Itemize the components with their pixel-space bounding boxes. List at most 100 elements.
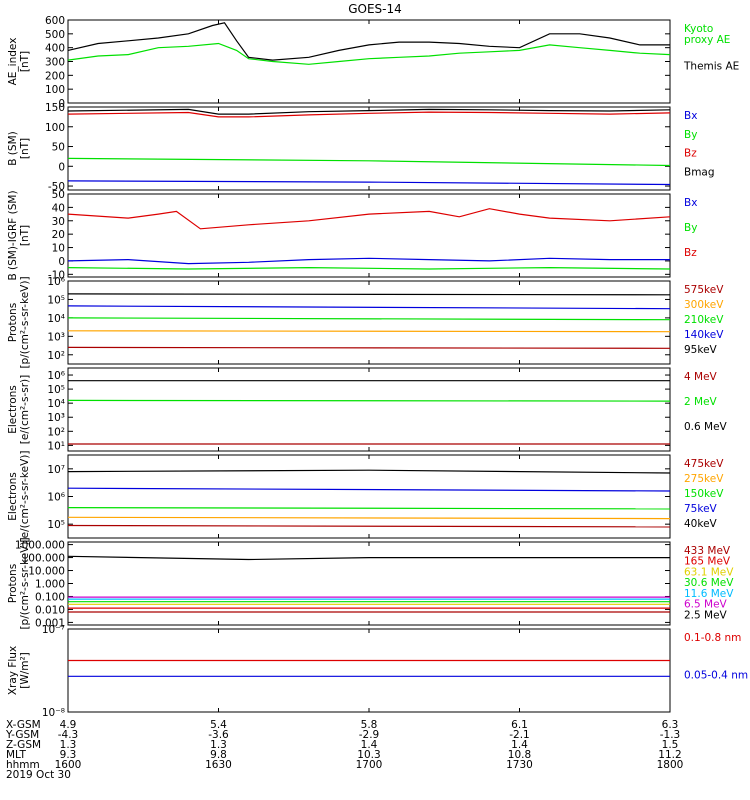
y-axis-label: [nT] xyxy=(19,138,31,159)
ephemeris-value: 1730 xyxy=(506,759,533,771)
y-tick-label: 10⁷ xyxy=(47,464,65,476)
legend-entry: 165 MeV xyxy=(684,556,731,568)
y-tick-label: 10⁻⁷ xyxy=(42,624,65,636)
legend-entry: 0.1-0.8 nm xyxy=(684,632,741,644)
legend-entry: Themis AE xyxy=(683,61,739,73)
series-line xyxy=(67,399,671,402)
legend-entry: 275keV xyxy=(684,473,724,485)
legend-entry: 575keV xyxy=(684,284,724,296)
y-tick-label: 600 xyxy=(45,15,65,27)
y-tick-label: 0 xyxy=(58,256,65,268)
legend-entry: 433 MeV xyxy=(684,545,731,557)
y-tick-label: 20 xyxy=(52,229,65,241)
y-tick-label: 10⁵ xyxy=(47,519,65,531)
ephemeris-value: -4.3 xyxy=(58,729,79,741)
ephemeris-value: 11.2 xyxy=(658,749,681,761)
legend-entry: 210keV xyxy=(684,314,724,326)
panel-frame xyxy=(67,193,671,278)
y-tick-label: 0 xyxy=(58,98,65,110)
series-line xyxy=(67,111,671,118)
y-tick-label: 40 xyxy=(52,202,65,214)
y-tick-label: 10⁻⁸ xyxy=(42,707,65,719)
y-tick-label: 0.001 xyxy=(35,617,65,629)
series-line xyxy=(67,293,671,296)
y-tick-label: 50 xyxy=(52,142,65,154)
ephemeris-label: Z-GSM xyxy=(6,739,41,751)
y-tick-label: 0.010 xyxy=(35,604,65,616)
ephemeris-value: -3.6 xyxy=(208,729,229,741)
y-tick-label: 1.000 xyxy=(35,579,65,591)
y-tick-label: -10 xyxy=(48,269,65,281)
legend-entry: Kyoto xyxy=(684,23,713,35)
ephemeris-value: 5.8 xyxy=(361,719,378,731)
legend-entry: 4 MeV xyxy=(684,371,718,383)
y-tick-label: 30 xyxy=(52,216,65,228)
ephemeris-value: 6.3 xyxy=(662,719,679,731)
series-line xyxy=(67,469,671,474)
ephemeris-value: 9.3 xyxy=(60,749,77,761)
legend-entry: 75keV xyxy=(684,503,718,515)
y-tick-label: 150 xyxy=(45,102,65,114)
panel-el: 10¹ 10² 10³ 10⁴ 10⁵ 10⁶ Electrons [e/(cm²-s-sr)… xyxy=(7,367,728,452)
legend-entry: Bmag xyxy=(684,166,715,178)
legend-entry: 95keV xyxy=(684,344,718,356)
y-axis-label: AE_index xyxy=(7,38,19,86)
y-tick-label: 0.100 xyxy=(35,591,65,603)
series-line xyxy=(67,257,670,265)
panel-xr: 10⁻⁸ 10⁻⁷ Xray Flux [W/m²] 0.1-0.8 nm 0.05-0.… xyxy=(7,624,748,719)
legend-entry: 30.6 MeV xyxy=(684,577,734,589)
y-tick-label: 10.000 xyxy=(28,566,65,578)
y-tick-label: 100 xyxy=(45,84,65,96)
legend-entry: 475keV xyxy=(684,458,724,470)
y-tick-label: 10³ xyxy=(47,412,65,424)
y-axis-label: B (SM)-IGRF (SM) xyxy=(7,190,19,280)
y-axis-label: Xray Flux xyxy=(7,646,19,695)
ephemeris-value: 6.1 xyxy=(511,719,528,731)
y-axis-label: [W/m²] xyxy=(19,652,31,689)
y-tick-label: 10⁶ xyxy=(47,276,65,288)
ephemeris-value: 1.3 xyxy=(60,739,77,751)
ephemeris-value: 9.8 xyxy=(210,749,227,761)
panel-el2: 10⁵ 10⁶ 10⁷ Electrons [e/(cm²-s-sr-keV)] 475k… xyxy=(7,451,724,543)
y-axis-label: B (SM) xyxy=(7,131,19,165)
y-tick-label: 200 xyxy=(45,70,65,82)
legend-entry: Bx xyxy=(684,197,697,209)
legend-entry: Bz xyxy=(684,247,697,259)
legend-entry: 63.1 MeV xyxy=(684,566,734,578)
y-axis-label: [nT] xyxy=(19,225,31,246)
ephemeris-label: Y-GSM xyxy=(5,729,39,741)
ephemeris-value: -1.3 xyxy=(660,729,681,741)
y-tick-label: 500 xyxy=(45,29,65,41)
ephemeris-value: 1800 xyxy=(657,759,684,771)
y-tick-label: 10⁵ xyxy=(47,294,65,306)
y-tick-label: 1000.000 xyxy=(15,540,65,552)
y-axis-label: [p/(cm²-s-sr-keV)] xyxy=(19,537,31,629)
ephemeris-value: -2.1 xyxy=(509,729,530,741)
y-axis-label: Electrons xyxy=(7,472,19,521)
ephemeris-label: hhmm xyxy=(6,759,40,771)
series-line xyxy=(67,330,671,333)
y-tick-label: 10³ xyxy=(47,331,65,343)
series-line xyxy=(67,157,671,167)
legend-entry: By xyxy=(684,129,697,141)
ephemeris-value: 1630 xyxy=(205,759,232,771)
series-line xyxy=(67,507,671,510)
series-line xyxy=(67,208,671,230)
ephemeris-value: 1600 xyxy=(55,759,82,771)
panel-frame xyxy=(67,106,671,191)
legend-entry: 40keV xyxy=(684,518,718,530)
panel-pr2: 0.0010.0100.1001.00010.000100.0001000.00… xyxy=(7,537,734,629)
y-tick-label: 10⁵ xyxy=(47,384,65,396)
ephemeris-value: 1700 xyxy=(356,759,383,771)
legend-entry: By xyxy=(684,222,697,234)
series-line xyxy=(67,516,671,520)
ephemeris-label: X-GSM xyxy=(6,719,41,731)
legend-entry: proxy AE xyxy=(684,34,730,46)
y-tick-label: 10⁴ xyxy=(47,398,65,410)
ephemeris-value: 1.3 xyxy=(210,739,227,751)
y-tick-label: 10² xyxy=(47,426,65,438)
y-tick-label: -50 xyxy=(48,181,65,193)
legend-entry: 2.5 MeV xyxy=(684,609,728,621)
